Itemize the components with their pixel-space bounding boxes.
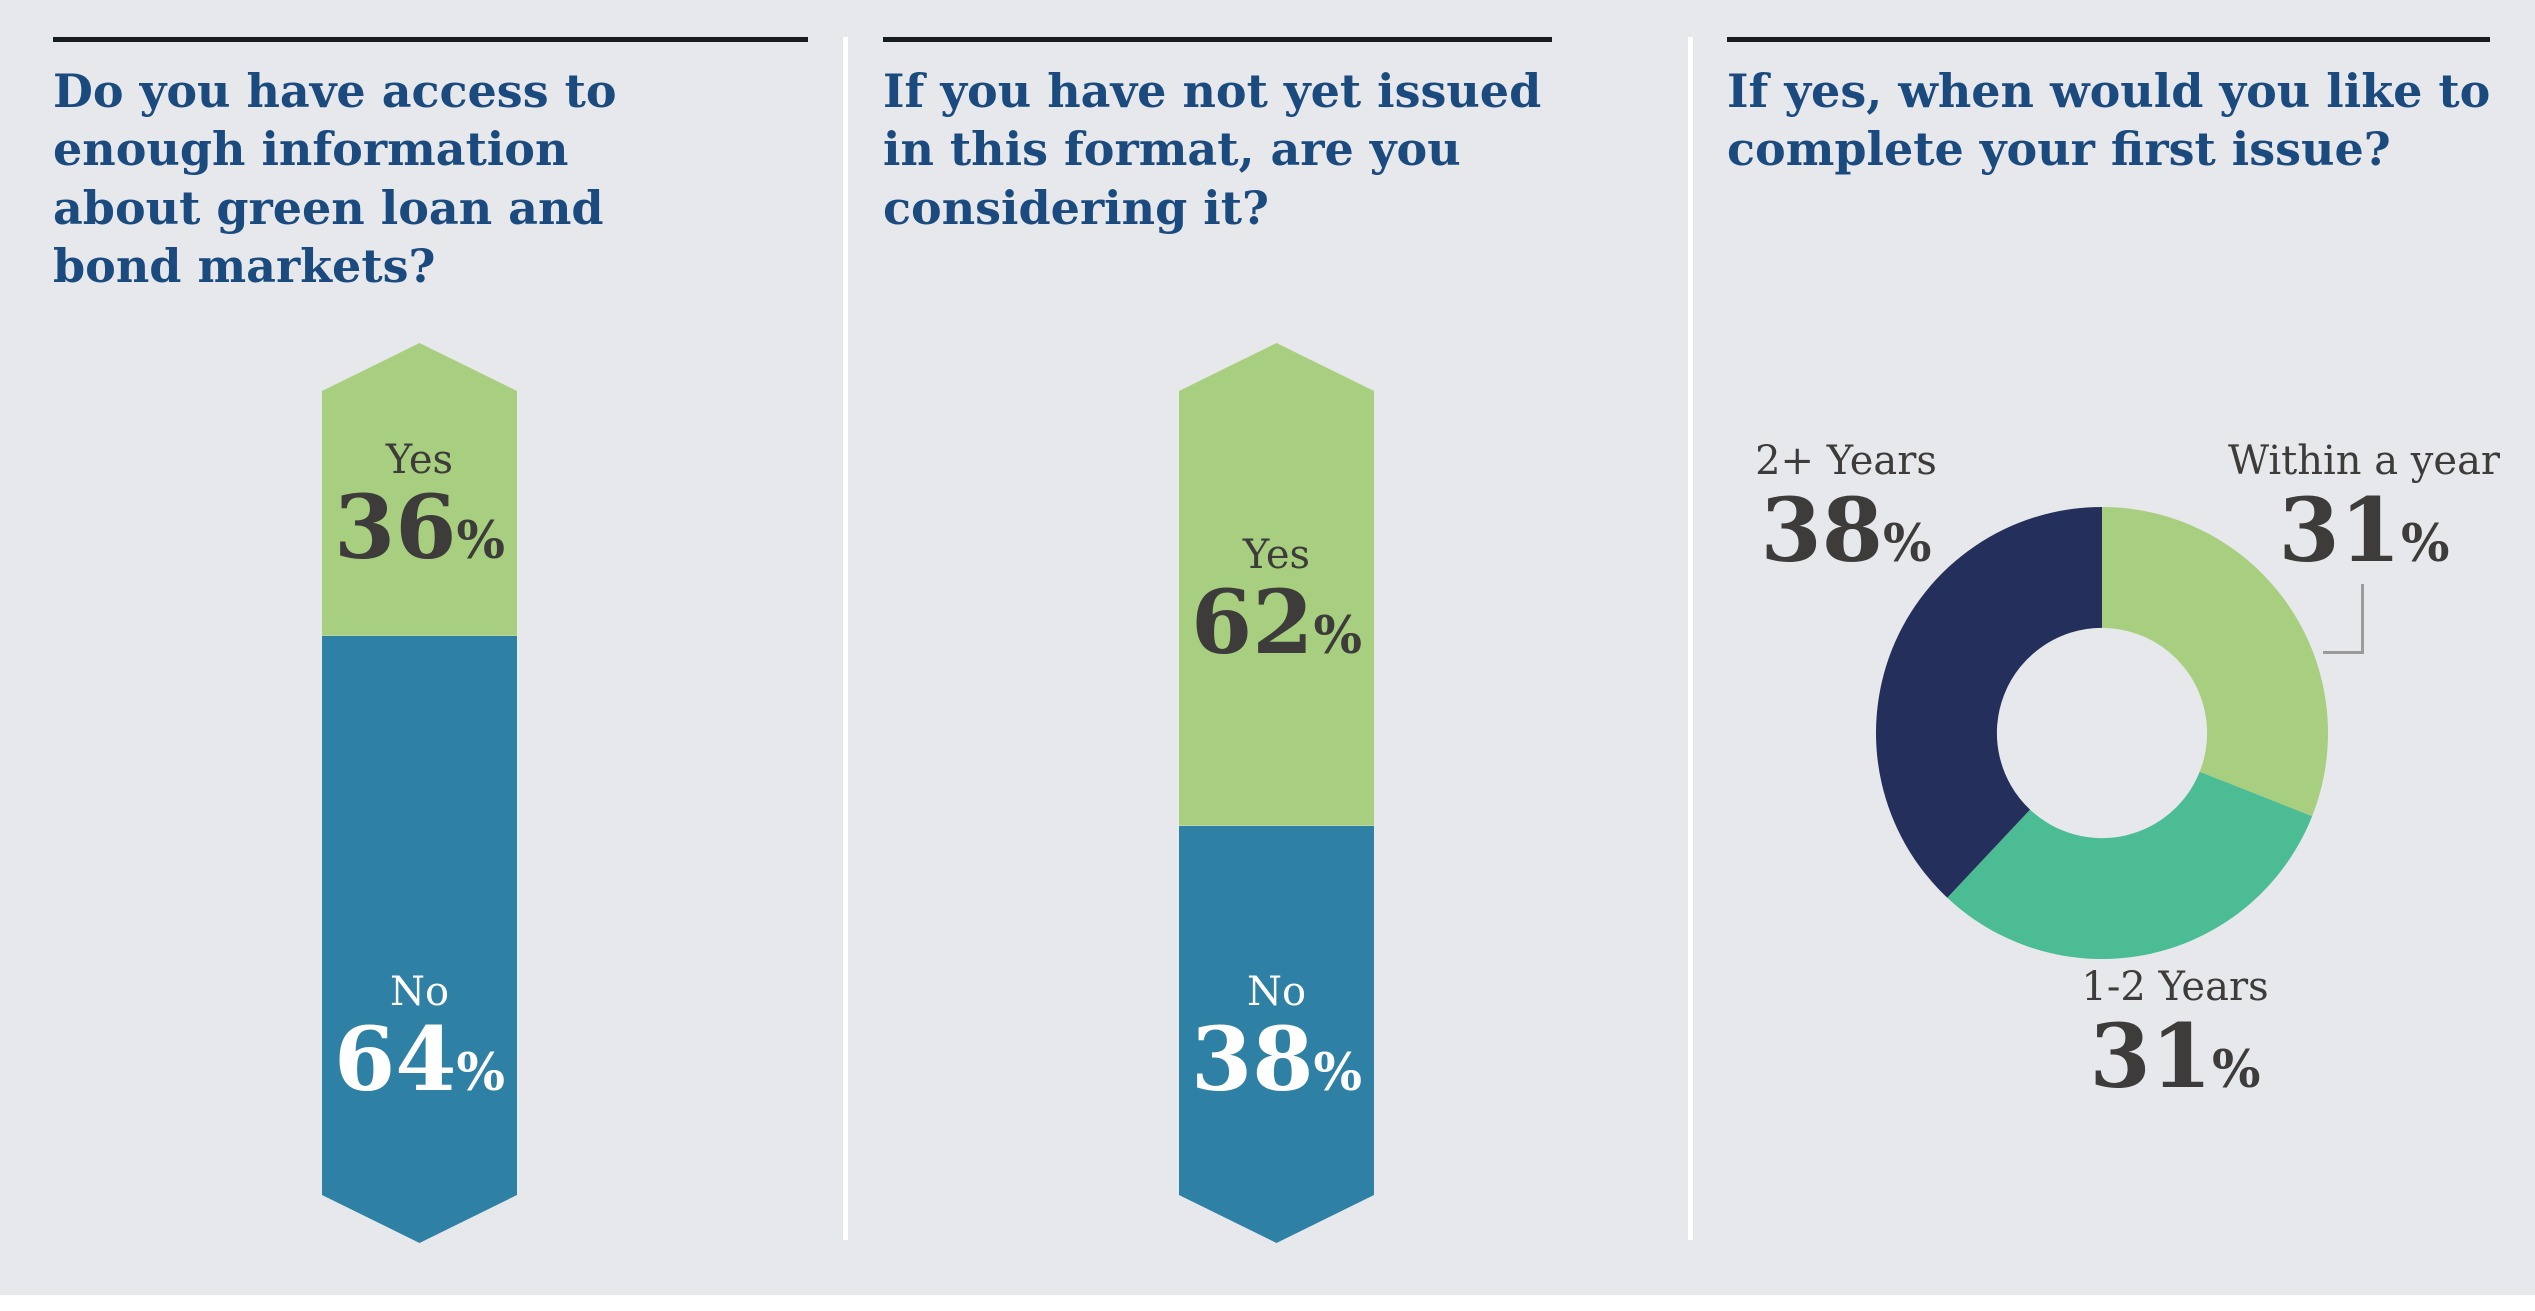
slice-label-1-2-years: 1-2 Years 31% <box>2055 964 2295 1102</box>
donut-slice-within-a-year <box>2102 507 2329 817</box>
slice-label-2plus-years: 2+ Years 38% <box>1726 438 1966 576</box>
arrow-bar-chart-information-access: Yes 36% No 64% <box>322 343 517 1243</box>
segment-value: 64% <box>334 1015 505 1103</box>
panel-top-rule <box>883 37 1552 42</box>
percent-sign: % <box>1313 1043 1362 1103</box>
percent-sign: % <box>456 1043 505 1103</box>
percent-sign: % <box>2211 1040 2261 1100</box>
slice-value: 31% <box>2055 1010 2295 1102</box>
segment-label: No <box>1246 969 1307 1015</box>
segment-value-number: 62 <box>1191 570 1314 675</box>
within-a-year-callout-line <box>2323 584 2364 654</box>
percent-sign: % <box>456 511 505 572</box>
chart-title-considering-issuing: If you have not yet issued in this forma… <box>883 64 1542 235</box>
slice-value-number: 31 <box>2278 478 2401 582</box>
arrow-segment-yes: Yes 62% <box>1179 343 1374 826</box>
segment-value-number: 38 <box>1191 1007 1314 1111</box>
segment-value: 62% <box>1191 578 1362 666</box>
donut-slice-1-2-years <box>1947 771 2313 960</box>
segment-value: 38% <box>1191 1015 1362 1103</box>
arrow-bar-chart-considering-issuing: Yes 62% No 38% <box>1179 343 1374 1243</box>
panel-top-rule <box>1727 37 2490 42</box>
panel-divider <box>1688 37 1693 1240</box>
donut-chart-first-issue-timing <box>1875 507 2329 960</box>
segment-value: 36% <box>334 483 505 571</box>
panel-top-rule <box>53 37 808 42</box>
slice-label-text: 1-2 Years <box>2081 964 2269 1010</box>
segment-value-number: 64 <box>334 1007 457 1111</box>
percent-sign: % <box>2400 514 2450 574</box>
segment-label: No <box>389 969 450 1015</box>
percent-sign: % <box>1313 606 1362 667</box>
arrow-segment-no: No 64% <box>322 636 517 1243</box>
page-bottom-margin <box>0 1295 2535 1311</box>
slice-value-number: 31 <box>2089 1004 2212 1108</box>
donut-slice-2-years <box>1875 507 2102 898</box>
chart-title-information-access: Do you have access to enough information… <box>53 64 617 294</box>
chart-title-first-issue-timing: If yes, when would you like to complete … <box>1727 64 2491 177</box>
slice-value-number: 38 <box>1760 478 1883 582</box>
panel-considering-issuing: If you have not yet issued in this forma… <box>846 0 1691 1311</box>
slice-label-within-a-year: Within a year 31% <box>2214 438 2514 576</box>
percent-sign: % <box>1882 514 1932 574</box>
slice-value: 38% <box>1726 484 1966 576</box>
slice-label-text: Within a year <box>2227 438 2501 484</box>
slice-value: 31% <box>2214 484 2514 576</box>
slice-label-text: 2+ Years <box>1755 438 1937 484</box>
arrow-segment-no: No 38% <box>1179 826 1374 1243</box>
segment-label: Yes <box>385 437 454 484</box>
panel-divider <box>843 37 848 1240</box>
segment-value-number: 36 <box>334 475 457 580</box>
segment-label: Yes <box>1242 532 1311 579</box>
arrow-segment-yes: Yes 36% <box>322 343 517 636</box>
panel-information-access: Do you have access to enough information… <box>0 0 846 1311</box>
panel-first-issue-timing: If yes, when would you like to complete … <box>1691 0 2535 1311</box>
